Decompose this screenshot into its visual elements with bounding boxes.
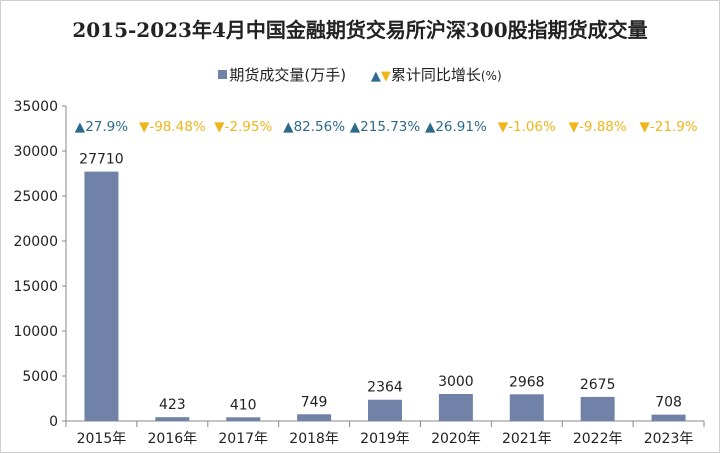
- growth-value: 27.9%: [85, 119, 128, 135]
- bar-value-label: 2968: [509, 374, 545, 390]
- growth-value: -21.9%: [650, 119, 698, 135]
- legend-label-volume: 期货成交量(万手): [229, 66, 347, 84]
- x-tick-label: 2021年: [502, 431, 552, 447]
- x-tick-label: 2016年: [148, 431, 198, 447]
- x-tick-label: 2022年: [573, 431, 623, 447]
- bar: [368, 399, 402, 421]
- growth-label: ▼-1.06%: [498, 119, 556, 135]
- bar-value-label: 749: [301, 394, 328, 410]
- triangle-down-icon: ▼: [380, 69, 391, 84]
- y-tick-label: 15000: [13, 279, 58, 295]
- growth-label: ▼-98.48%: [139, 119, 206, 135]
- legend-label-growth-unit: (%): [480, 69, 502, 83]
- x-tick-label: 2018年: [289, 431, 339, 447]
- y-tick-label: 35000: [13, 99, 58, 115]
- growth-value: -98.48%: [149, 119, 206, 135]
- growth-value: -2.95%: [225, 119, 273, 135]
- growth-value: -1.06%: [508, 119, 556, 135]
- y-tick-label: 20000: [13, 234, 58, 250]
- bar: [155, 417, 190, 421]
- triangle-up-icon: ▲: [283, 119, 294, 135]
- triangle-down-icon: ▼: [139, 119, 150, 135]
- growth-value: 82.56%: [294, 119, 346, 135]
- triangle-up-icon: ▲: [75, 119, 86, 135]
- bar-value-label: 27710: [79, 152, 124, 168]
- legend-item-volume: 期货成交量(万手): [218, 64, 346, 85]
- chart-title: 2015-2023年4月中国金融期货交易所沪深300股指期货成交量: [72, 18, 648, 42]
- growth-value: -9.88%: [579, 119, 627, 135]
- growth-label: ▼-2.95%: [214, 119, 272, 135]
- y-tick-label: 30000: [13, 144, 58, 160]
- triangle-up-icon: ▲: [425, 119, 436, 135]
- bar: [84, 171, 119, 421]
- bar: [226, 417, 261, 421]
- growth-label: ▲82.56%: [283, 119, 345, 135]
- growth-value: 26.91%: [435, 119, 487, 135]
- x-tick-label: 2015年: [77, 431, 127, 447]
- x-tick-label: 2023年: [644, 431, 694, 447]
- y-tick-label: 0: [49, 414, 58, 430]
- legend-label-growth: 累计同比增长: [390, 66, 481, 84]
- growth-label: ▼-9.88%: [569, 119, 627, 135]
- triangle-down-icon: ▼: [639, 119, 650, 135]
- x-tick-label: 2019年: [360, 431, 410, 447]
- bar: [651, 414, 686, 421]
- legend: 期货成交量(万手) ▲▼累计同比增长(%): [0, 64, 720, 85]
- bar-value-label: 410: [230, 397, 257, 413]
- bar: [580, 396, 615, 421]
- growth-label: ▼-21.9%: [639, 119, 697, 135]
- triangle-down-icon: ▼: [498, 119, 509, 135]
- triangle-down-icon: ▼: [214, 119, 225, 135]
- bar: [509, 394, 544, 421]
- growth-label: ▲26.91%: [425, 119, 487, 135]
- bar: [297, 414, 332, 421]
- bar-value-label: 2675: [580, 377, 616, 393]
- x-tick-label: 2017年: [218, 431, 268, 447]
- legend-item-growth: ▲▼累计同比增长(%): [371, 64, 502, 85]
- growth-label: ▲215.73%: [350, 119, 421, 135]
- triangle-up-icon: ▲: [370, 69, 381, 84]
- bar: [438, 394, 473, 421]
- y-tick-label: 5000: [22, 369, 58, 385]
- bar-value-label: 423: [159, 397, 186, 413]
- triangle-down-icon: ▼: [569, 119, 580, 135]
- bar-value-label: 2364: [367, 380, 403, 396]
- growth-value: 215.73%: [360, 119, 420, 135]
- x-tick-label: 2020年: [431, 431, 481, 447]
- bar-value-label: 3000: [438, 374, 474, 390]
- legend-swatch-volume: [218, 70, 228, 79]
- y-tick-label: 25000: [13, 189, 58, 205]
- bar-value-label: 708: [655, 395, 682, 411]
- y-tick-label: 10000: [13, 324, 58, 340]
- growth-label: ▲27.9%: [75, 119, 128, 135]
- triangle-up-icon: ▲: [350, 119, 361, 135]
